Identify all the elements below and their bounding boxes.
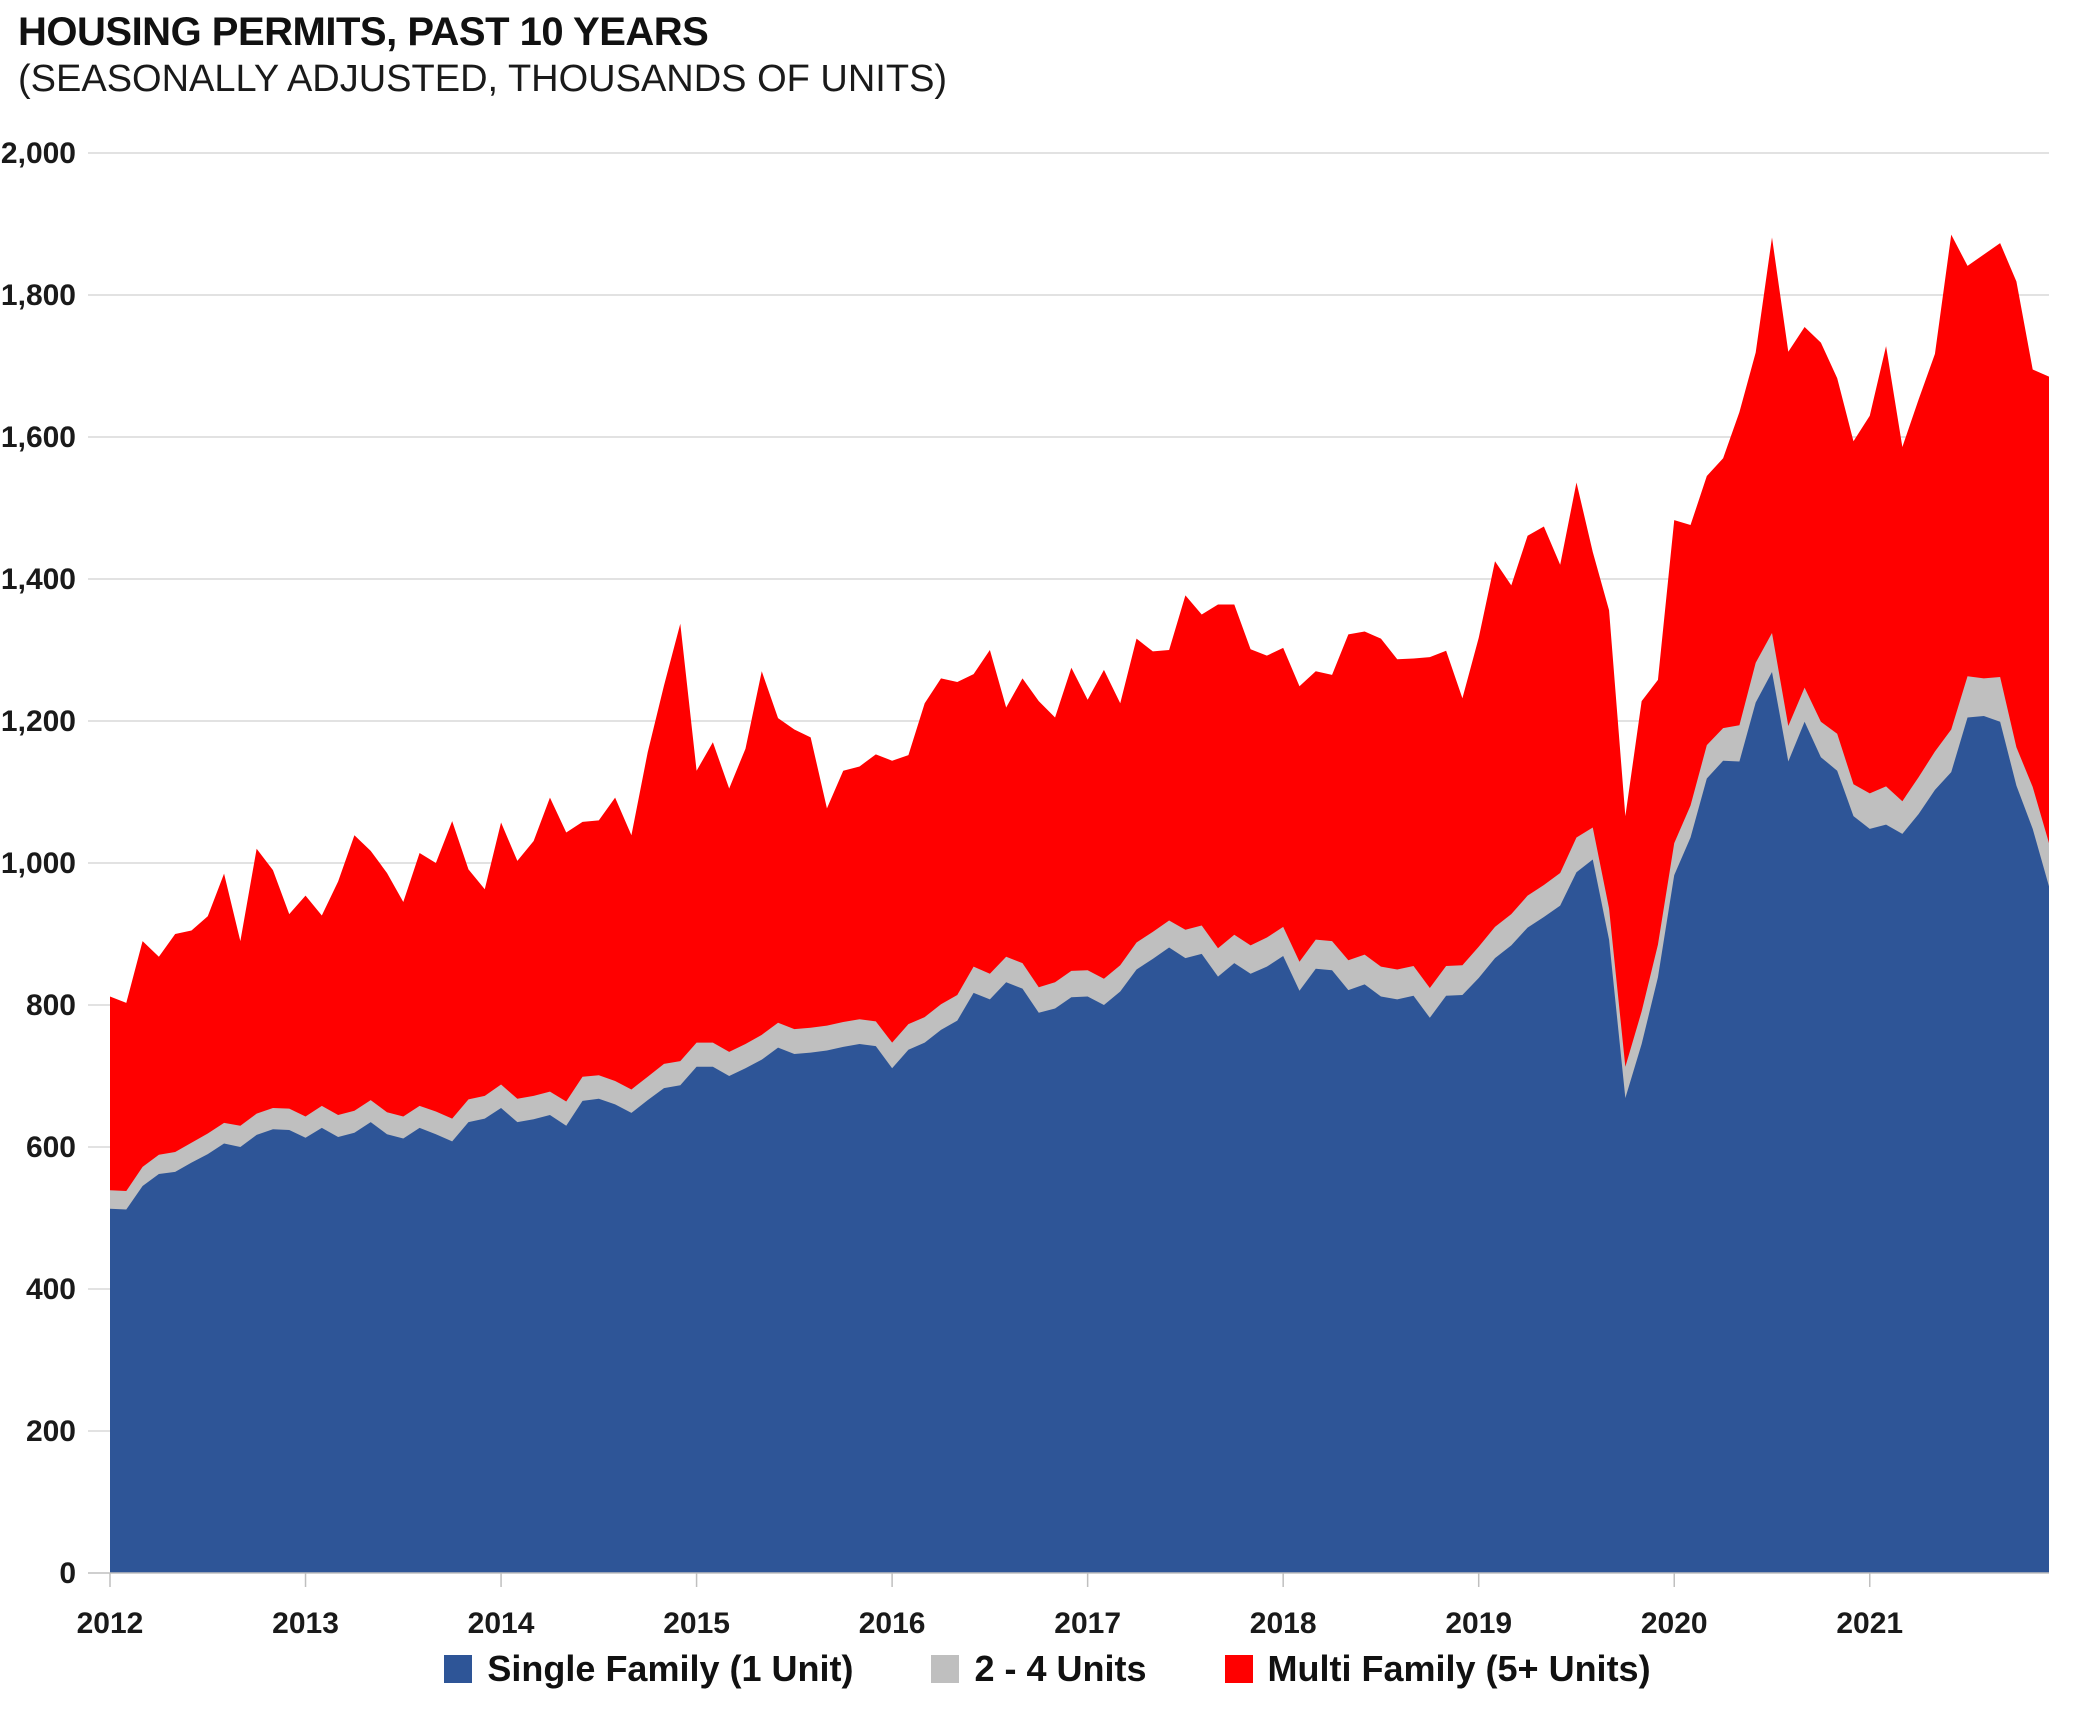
x-axis-tick-label: 2020 xyxy=(1641,1607,1708,1640)
chart-title: HOUSING PERMITS, PAST 10 YEARS xyxy=(18,10,709,54)
multi-family-swatch-icon xyxy=(1224,1655,1253,1683)
y-axis-tick-label: 1,000 xyxy=(1,847,76,880)
legend-item-2-4-units: 2 - 4 Units xyxy=(931,1648,1147,1690)
y-axis-tick-label: 200 xyxy=(26,1415,76,1448)
y-axis-tick-label: 1,600 xyxy=(1,421,76,454)
x-axis-tick-label: 2013 xyxy=(272,1607,339,1640)
chart-subtitle: (SEASONALLY ADJUSTED, THOUSANDS OF UNITS… xyxy=(18,58,948,100)
x-axis-tick-label: 2019 xyxy=(1445,1607,1512,1640)
legend-label-single-family: Single Family (1 Unit) xyxy=(487,1648,854,1689)
chart-legend: Single Family (1 Unit) 2 - 4 Units Multi… xyxy=(0,1648,2095,1690)
legend-label-2-4-units: 2 - 4 Units xyxy=(974,1648,1147,1689)
y-axis-tick-label: 400 xyxy=(26,1273,76,1306)
y-axis-tick-label: 2,000 xyxy=(1,137,76,170)
single-family-swatch-icon xyxy=(444,1655,473,1683)
x-axis-tick-label: 2018 xyxy=(1250,1607,1317,1640)
legend-item-single-family: Single Family (1 Unit) xyxy=(444,1648,853,1690)
legend-item-multi-family: Multi Family (5+ Units) xyxy=(1224,1648,1651,1690)
x-axis-tick-label: 2016 xyxy=(859,1607,926,1640)
y-axis-tick-label: 1,800 xyxy=(1,279,76,312)
area-single-family-1-unit xyxy=(110,672,2049,1573)
x-axis-tick-label: 2012 xyxy=(77,1607,144,1640)
x-axis-tick-label: 2014 xyxy=(468,1607,535,1640)
y-axis-tick-label: 800 xyxy=(26,989,76,1022)
x-axis-tick-label: 2017 xyxy=(1054,1607,1121,1640)
y-axis-tick-label: 0 xyxy=(59,1557,76,1590)
y-axis-tick-label: 600 xyxy=(26,1131,76,1164)
y-axis-tick-label: 1,200 xyxy=(1,705,76,738)
x-axis-tick-label: 2015 xyxy=(663,1607,730,1640)
legend-label-multi-family: Multi Family (5+ Units) xyxy=(1267,1648,1651,1689)
x-axis-tick-label: 2021 xyxy=(1836,1607,1903,1640)
y-axis-tick-label: 1,400 xyxy=(1,563,76,596)
two-four-units-swatch-icon xyxy=(931,1655,960,1683)
